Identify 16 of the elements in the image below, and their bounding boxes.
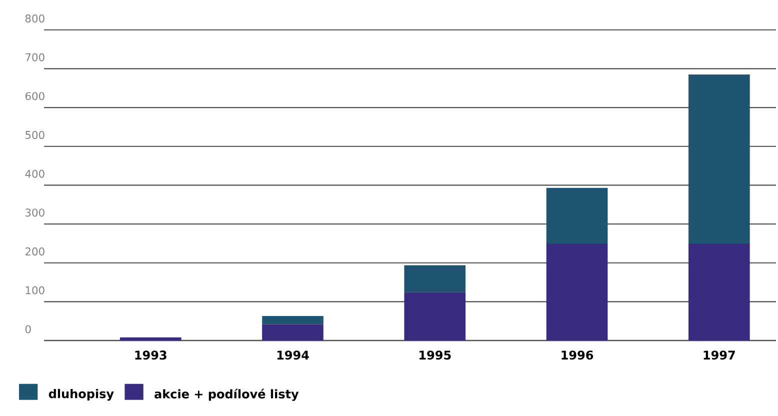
x-tick-label: 1993 [135, 350, 166, 360]
y-tick-label: 500 [26, 130, 44, 139]
x-tick-label: 1996 [562, 350, 594, 360]
y-tick-label: 0 [25, 325, 31, 334]
y-tick-label: 400 [25, 170, 44, 178]
y-tick-label: 200 [25, 247, 44, 256]
x-tick-label: 1995 [420, 350, 451, 360]
x-tick-label: 1997 [704, 350, 735, 360]
y-tick-label: 800 [25, 14, 44, 22]
y-tick-label: 700 [26, 53, 44, 62]
legend-label: dluhopisy [48, 388, 114, 401]
legend-label: akcie + podílové listy [154, 388, 299, 401]
y-tick-label: 300 [26, 208, 44, 217]
y-tick-label: 600 [25, 92, 44, 100]
y-tick-label: 100 [26, 286, 44, 294]
x-tick-label: 1994 [277, 350, 309, 360]
